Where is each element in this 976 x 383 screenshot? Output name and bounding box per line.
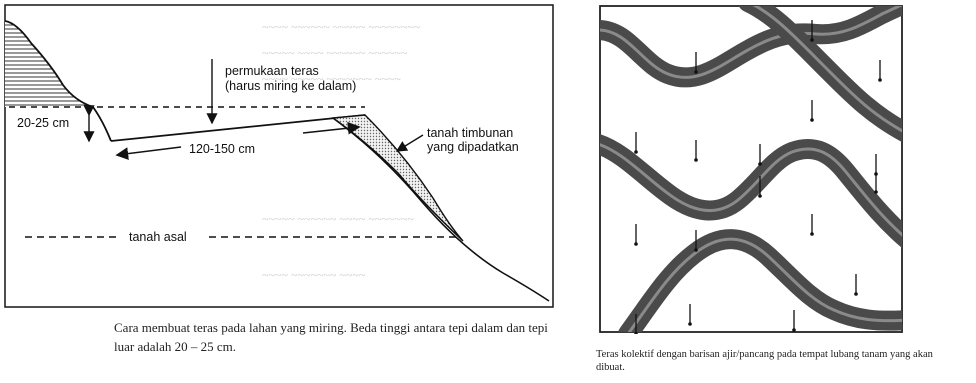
terrace-bands [600,6,902,332]
label-fill-soil: tanah timbunan [427,126,513,140]
label-surface-note: (harus miring ke dalam) [225,79,356,93]
stake-rows [634,20,882,336]
terrace-cross-section-figure: permukaan teras (harus miring ke dalam) … [3,3,555,309]
right-figure-caption: Teras kolektif dengan barisan ajir/panca… [596,349,933,373]
stake-marker-7 [758,144,762,166]
stake-marker-17 [874,172,878,194]
terrace-surface-line [110,114,366,142]
label-height-diff: 20-25 cm [17,116,69,130]
stake-marker-5 [694,140,698,162]
figure-frame [4,4,554,308]
collective-terraces-figure [598,4,904,336]
width-arrow-left [115,146,182,160]
terrace-cross-section-svg: permukaan teras (harus miring ke dalam) … [4,4,554,308]
terrace-band-lip-4 [752,6,902,133]
fill-soil-pointer-arrow [395,134,424,152]
terrace-band-lip-1 [600,6,902,79]
original-slope-line [332,117,550,302]
stake-marker-10 [694,230,698,252]
stake-marker-6 [810,100,814,122]
terrace-band-lip-2 [600,143,902,237]
left-figure-caption: Cara membuat teras pada lahan yang mirin… [114,320,548,354]
label-width: 120-150 cm [189,142,255,156]
label-surface: permukaan teras [225,64,319,78]
stake-marker-11 [810,214,814,236]
stake-marker-1 [694,52,698,74]
stake-marker-13 [688,304,692,326]
stake-marker-12 [758,176,762,198]
label-fill-soil-note: yang dipadatkan [427,140,519,154]
upper-hill-hatched [5,21,93,107]
terrace-band-lip-3 [627,237,902,332]
stake-marker-3 [878,60,882,82]
label-original-soil: tanah asal [129,230,187,244]
stake-marker-9 [634,224,638,246]
compacted-fill-soil [331,114,464,242]
stake-marker-15 [792,310,796,332]
stake-marker-16 [854,274,858,296]
stake-marker-2 [810,20,814,42]
upper-hill-outline [4,20,112,142]
collective-terraces-svg [599,5,903,336]
width-arrow-right [302,121,361,135]
stake-marker-4 [634,132,638,154]
